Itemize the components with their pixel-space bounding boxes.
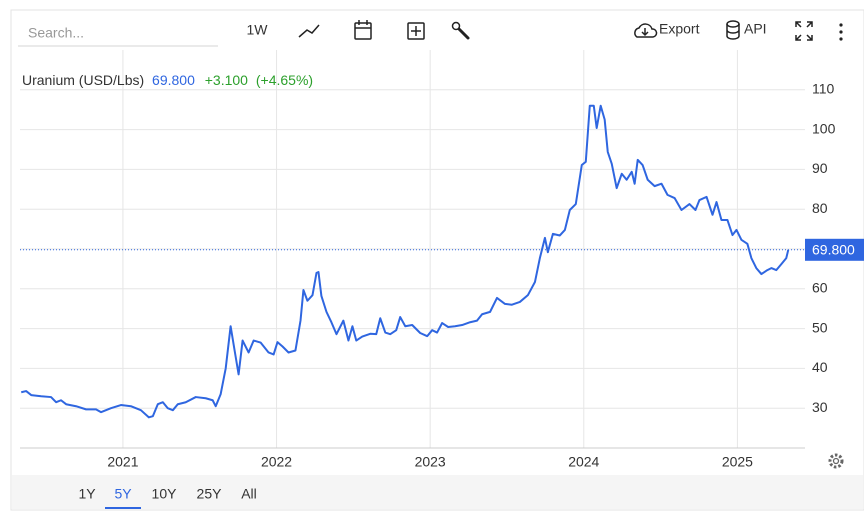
fullscreen-icon[interactable] xyxy=(795,21,813,41)
search-placeholder: Search... xyxy=(28,25,84,41)
gear-icon[interactable] xyxy=(828,453,844,469)
plot: 3040506070809010011020212022202320242025… xyxy=(20,50,864,470)
price-line xyxy=(20,104,790,419)
y-tick-label: 80 xyxy=(812,200,828,216)
x-tick-label: 2023 xyxy=(415,454,446,470)
x-tick-label: 2024 xyxy=(568,454,599,470)
interval-button[interactable]: 1W xyxy=(247,22,269,38)
y-tick-label: 60 xyxy=(812,280,828,296)
last-value-tag xyxy=(805,238,864,261)
range-buttons: 1Y 5Y 10Y 25Y All xyxy=(78,486,257,509)
calendar-icon[interactable] xyxy=(354,20,372,40)
last-value-tag-label: 69.800 xyxy=(812,241,855,257)
x-tick-label: 2025 xyxy=(722,454,753,470)
frame xyxy=(10,9,864,511)
x-tick-label: 2022 xyxy=(261,454,292,470)
range-bar xyxy=(12,475,863,509)
range-button[interactable]: 25Y xyxy=(197,486,223,502)
header: Uranium (USD/Lbs) 69.800 +3.100 (+4.65%) xyxy=(22,72,313,88)
add-indicator-icon[interactable] xyxy=(407,22,425,40)
api-label: API xyxy=(744,21,767,37)
change-percent: (+4.65%) xyxy=(256,72,313,88)
export-label: Export xyxy=(659,21,700,37)
x-tick-label: 2021 xyxy=(107,454,138,470)
y-tick-label: 40 xyxy=(812,359,828,375)
y-tick-label: 100 xyxy=(812,120,836,136)
api-button[interactable]: API xyxy=(726,20,767,40)
last-value: 69.800 xyxy=(152,72,195,88)
range-button[interactable]: 5Y xyxy=(114,486,132,502)
more-menu-icon[interactable] xyxy=(839,23,843,41)
series-name: Uranium (USD/Lbs) xyxy=(22,72,144,88)
y-tick-label: 90 xyxy=(812,160,828,176)
y-tick-label: 110 xyxy=(812,81,835,97)
export-button[interactable]: Export xyxy=(634,21,700,38)
chart-type-icon[interactable] xyxy=(298,24,320,38)
change: +3.100 xyxy=(205,72,248,88)
range-button[interactable]: 1Y xyxy=(78,486,96,502)
search-box[interactable]: Search... xyxy=(18,25,218,47)
y-tick-label: 50 xyxy=(812,319,828,335)
range-button[interactable]: All xyxy=(241,486,257,502)
y-tick-label: 30 xyxy=(812,399,828,415)
settings-wrench-icon[interactable] xyxy=(451,21,470,40)
range-button[interactable]: 10Y xyxy=(152,486,178,502)
